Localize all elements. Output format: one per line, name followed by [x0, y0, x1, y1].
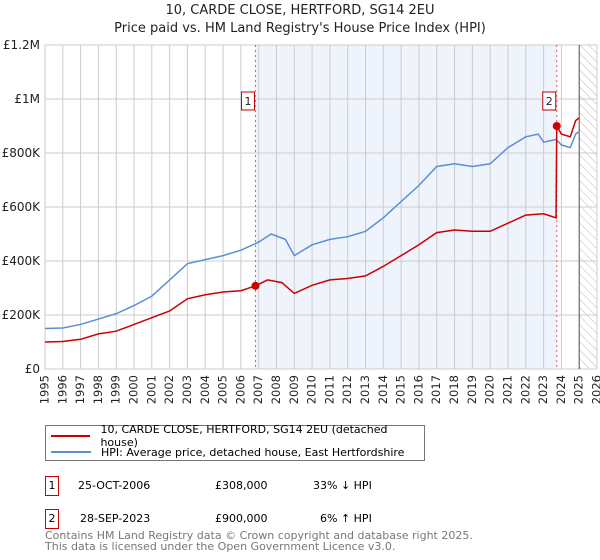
x-tick-label: 2022 [518, 375, 532, 404]
y-tick-label: £1M [14, 92, 40, 106]
legend-item-hpi: HPI: Average price, detached house, East… [51, 444, 404, 460]
y-tick-label: £200K [2, 308, 42, 322]
x-tick-label: 2011 [322, 375, 336, 404]
x-tick-label: 1999 [109, 375, 123, 404]
x-tick-label: 2003 [180, 375, 194, 404]
annotation-box [240, 91, 255, 111]
x-tick-label: 2019 [465, 375, 479, 404]
series-line [44, 130, 580, 330]
x-tick-label: 1996 [55, 375, 69, 404]
y-tick-label: £400K [2, 254, 42, 268]
x-tick-label: 2007 [251, 375, 265, 404]
footer: Contains HM Land Registry data © Crown c… [45, 530, 473, 552]
x-tick-label: 2000 [127, 375, 141, 404]
y-tick-label: £800K [2, 146, 42, 160]
transaction-date: 28-SEP-2023 [80, 512, 151, 525]
marker-badge: 1 [45, 476, 59, 496]
x-tick-label: 2015 [394, 375, 408, 404]
price-chart: 1995 1996 1997 1998 1999 2000 2001 2002 2003 2004… [2, 38, 600, 404]
x-tick-label: 2017 [429, 375, 443, 404]
x-tick-label: 2010 [305, 375, 319, 404]
x-tick-label: 2009 [287, 375, 301, 404]
transaction-row: 2 28-SEP-2023 £900,000 6% ↑ HPI [45, 509, 445, 529]
legend: 10, CARDE CLOSE, HERTFORD, SG14 2EU (det… [45, 423, 425, 461]
transaction-price: £900,000 [215, 512, 268, 525]
marker-badge: 2 [45, 509, 59, 529]
chart-title: 10, CARDE CLOSE, HERTFORD, SG14 2EU [165, 3, 435, 18]
legend-label: 10, CARDE CLOSE, HERTFORD, SG14 2EU (det… [100, 423, 388, 449]
sale-point [552, 122, 561, 130]
x-tick-label: 2012 [340, 375, 354, 404]
y-tick-label: £600K [2, 200, 42, 214]
annotation-label: 2 [546, 95, 553, 108]
x-tick-label: 2002 [162, 375, 176, 404]
x-tick-label: 2026 [590, 375, 600, 404]
x-tick-label: 1997 [73, 375, 87, 404]
x-tick-label: 2014 [376, 375, 390, 404]
x-tick-label: 2020 [483, 375, 497, 404]
x-tick-label: 2001 [144, 375, 158, 404]
transaction-row: 1 25-OCT-2006 £308,000 33% ↓ HPI [45, 476, 445, 496]
x-tick-label: 2013 [358, 375, 372, 404]
annotation-box [542, 91, 557, 111]
x-tick-label: 2004 [198, 375, 212, 404]
x-tick-label: 2006 [233, 375, 247, 404]
x-tick-label: 1998 [91, 375, 105, 404]
transaction-price: £308,000 [215, 479, 268, 492]
legend-item-property: 10, CARDE CLOSE, HERTFORD, SG14 2EU (det… [51, 423, 424, 449]
footer-line: This data is licensed under the Open Gov… [45, 540, 396, 553]
x-tick-label: 2005 [216, 375, 230, 404]
annotation-label: 1 [244, 95, 251, 108]
x-tick-label: 1995 [38, 375, 52, 404]
chart-subtitle: Price paid vs. HM Land Registry's House … [114, 21, 486, 36]
x-tick-label: 2016 [411, 375, 425, 404]
legend-label: HPI: Average price, detached house, East… [101, 445, 405, 459]
footer-line: Contains HM Land Registry data © Crown c… [45, 529, 473, 542]
x-tick-label: 2024 [554, 375, 568, 404]
x-tick-label: 2025 [572, 375, 586, 404]
transaction-date: 25-OCT-2006 [78, 479, 151, 492]
x-tick-label: 2018 [447, 375, 461, 404]
x-tick-label: 2021 [500, 375, 514, 404]
sale-point [251, 281, 260, 290]
transaction-hpi: 6% ↑ HPI [320, 512, 372, 525]
x-tick-label: 2008 [269, 375, 283, 404]
transaction-hpi: 33% ↓ HPI [313, 479, 372, 492]
y-tick-label: £1.2M [3, 38, 40, 52]
series-line [44, 117, 580, 343]
x-tick-label: 2023 [536, 375, 550, 404]
y-tick-label: £0 [25, 362, 40, 376]
